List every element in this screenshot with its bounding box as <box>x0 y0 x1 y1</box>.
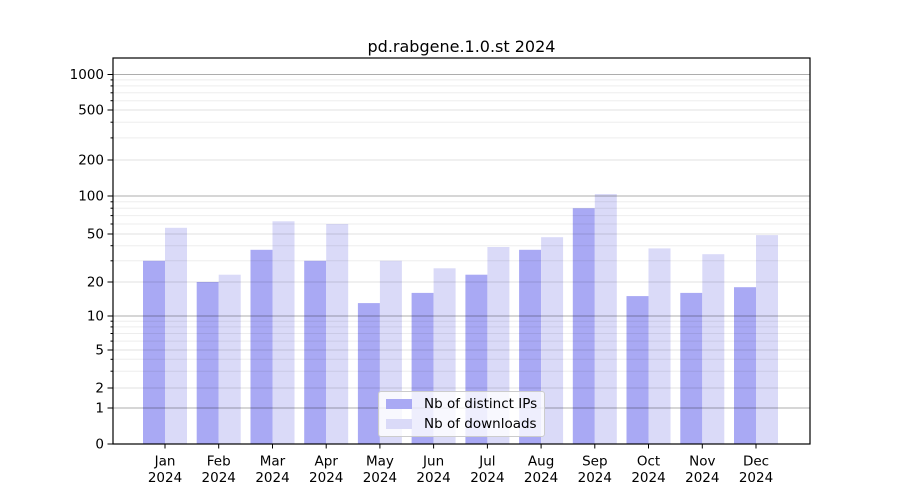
bar-nb-of-downloads-feb <box>218 274 241 444</box>
x-tick-label-month: Sep <box>582 454 607 470</box>
x-tick-label-year: 2024 <box>739 470 773 486</box>
y-tick-label: 0 <box>95 437 104 453</box>
x-tick-label-month: May <box>366 454 394 470</box>
legend-swatch-downloads <box>386 418 412 429</box>
bar-nb-of-downloads-aug <box>541 237 564 444</box>
legend-label-distinct-ips: Nb of distinct IPs <box>424 396 538 413</box>
x-tick-label-year: 2024 <box>524 470 558 486</box>
x-tick-label-month: Oct <box>637 454 660 470</box>
x-tick-label-month: Aug <box>528 454 554 470</box>
x-tick-label-month: Jan <box>154 454 176 470</box>
x-tick-label-year: 2024 <box>685 470 719 486</box>
bar-nb-of-distinct-ips-jan <box>143 260 165 444</box>
bar-nb-of-distinct-ips-apr <box>304 260 327 444</box>
y-tick-label: 2 <box>95 381 104 397</box>
y-tick-label: 10 <box>87 309 104 325</box>
chart-title: pd.rabgene.1.0.st 2024 <box>367 37 556 56</box>
x-tick-label-year: 2024 <box>255 470 289 486</box>
y-tick-label: 100 <box>78 189 104 205</box>
bar-nb-of-distinct-ips-sep <box>572 208 595 444</box>
y-tick-label: 5 <box>95 343 104 359</box>
x-tick-label-month: Jul <box>478 454 495 470</box>
bar-nb-of-downloads-nov <box>702 254 725 444</box>
y-tick-label: 200 <box>78 153 104 169</box>
x-tick-label-year: 2024 <box>148 470 182 486</box>
x-tick-label-year: 2024 <box>309 470 343 486</box>
bar-nb-of-downloads-jan <box>165 227 187 444</box>
x-tick-label-month: Feb <box>207 454 231 470</box>
x-tick-label-year: 2024 <box>631 470 665 486</box>
y-tick-label: 500 <box>78 103 104 119</box>
y-tick-label: 1000 <box>70 67 104 83</box>
bar-nb-of-distinct-ips-mar <box>250 249 273 444</box>
x-tick-label-year: 2024 <box>470 470 504 486</box>
y-tick-label: 1 <box>95 401 104 417</box>
x-tick-label-year: 2024 <box>416 470 450 486</box>
bar-nb-of-distinct-ips-feb <box>196 282 219 444</box>
x-tick-label-month: Jun <box>422 454 444 470</box>
x-tick-label-year: 2024 <box>202 470 236 486</box>
x-axis: Jan2024Feb2024Mar2024Apr2024May2024Jun20… <box>148 444 773 486</box>
legend-item-distinct-ips: Nb of distinct IPs <box>386 396 538 413</box>
x-tick-label-year: 2024 <box>578 470 612 486</box>
legend-item-downloads: Nb of downloads <box>386 415 537 433</box>
x-tick-label-month: Apr <box>315 454 339 470</box>
bar-nb-of-distinct-ips-nov <box>680 292 703 444</box>
y-axis: 0 1 2 5 10 20 50 100 200 500 1000 <box>70 67 113 453</box>
x-tick-label-month: Nov <box>689 454 715 470</box>
legend-swatch-distinct-ips <box>386 399 412 410</box>
x-tick-label-month: Mar <box>260 454 286 470</box>
bar-nb-of-distinct-ips-may <box>357 303 380 444</box>
bar-nb-of-downloads-apr <box>326 224 349 444</box>
legend-label-downloads: Nb of downloads <box>424 415 537 432</box>
y-tick-label: 50 <box>87 227 104 243</box>
y-tick-label: 20 <box>87 275 104 291</box>
bar-nb-of-distinct-ips-dec <box>734 287 756 444</box>
bar-nb-of-downloads-mar <box>272 221 295 444</box>
bar-nb-of-downloads-dec <box>756 235 778 444</box>
x-tick-label-month: Dec <box>743 454 769 470</box>
bar-nb-of-distinct-ips-oct <box>626 296 649 444</box>
x-tick-label-year: 2024 <box>363 470 397 486</box>
legend: Nb of distinct IPs Nb of downloads <box>378 391 545 437</box>
bar-nb-of-downloads-oct <box>648 248 671 444</box>
bar-nb-of-downloads-sep <box>594 194 617 444</box>
plot-frame <box>112 57 811 445</box>
